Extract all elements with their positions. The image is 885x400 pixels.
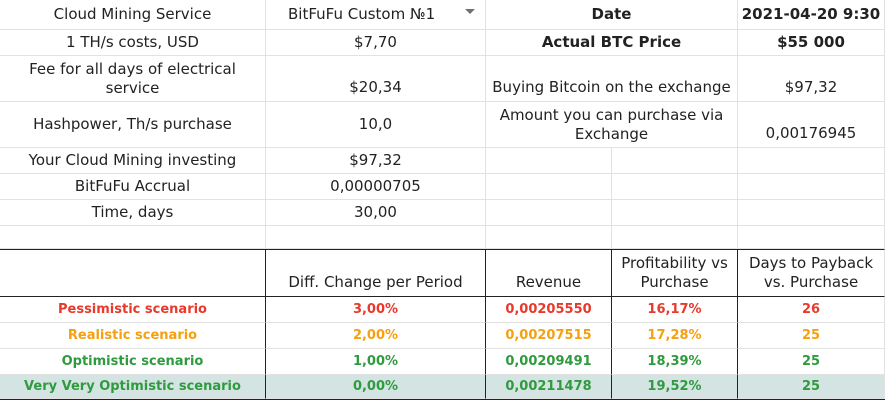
date-value-cell[interactable]: 2021-04-20 9:30 — [738, 0, 885, 30]
scenario-payback-pessimistic[interactable]: 26 — [738, 297, 885, 323]
fee-value-cell[interactable]: $20,34 — [266, 56, 486, 102]
cost-value-cell[interactable]: $7,70 — [266, 30, 486, 56]
scenario-revenue-realistic[interactable]: 0,00207515 — [486, 323, 612, 349]
service-dropdown-value: BitFuFu Custom №1 — [288, 5, 436, 23]
scenario-payback-optimistic[interactable]: 25 — [738, 349, 885, 375]
header-revenue[interactable]: Revenue — [486, 249, 612, 297]
empty-cell[interactable] — [612, 174, 738, 200]
time-value-cell[interactable]: 30,00 — [266, 200, 486, 226]
hashpower-label-cell[interactable]: Hashpower, Th/s purchase — [0, 102, 266, 148]
btc-price-value-cell[interactable]: $55 000 — [738, 30, 885, 56]
scenario-diff-realistic[interactable]: 2,00% — [266, 323, 486, 349]
accrual-value-cell[interactable]: 0,00000705 — [266, 174, 486, 200]
empty-cell[interactable] — [266, 226, 486, 249]
scenario-name-very-optimistic[interactable]: Very Very Optimistic scenario — [0, 375, 266, 399]
time-label-cell[interactable]: Time, days — [0, 200, 266, 226]
invest-label-cell[interactable]: Your Cloud Mining investing — [0, 148, 266, 174]
empty-cell[interactable] — [486, 174, 612, 200]
scenario-revenue-very-optimistic[interactable]: 0,00211478 — [486, 375, 612, 399]
date-label-cell[interactable]: Date — [486, 0, 738, 30]
amount-label-cell[interactable]: Amount you can purchase via Exchange — [486, 102, 738, 148]
scenario-diff-optimistic[interactable]: 1,00% — [266, 349, 486, 375]
scenario-profit-pessimistic[interactable]: 16,17% — [612, 297, 738, 323]
service-dropdown[interactable]: BitFuFu Custom №1 — [266, 0, 486, 30]
empty-cell[interactable] — [612, 148, 738, 174]
empty-cell[interactable] — [738, 200, 885, 226]
cost-label-cell[interactable]: 1 TH/s costs, USD — [0, 30, 266, 56]
empty-cell[interactable] — [486, 200, 612, 226]
scenario-name-optimistic[interactable]: Optimistic scenario — [0, 349, 266, 375]
scenario-diff-very-optimistic[interactable]: 0,00% — [266, 375, 486, 399]
scenario-revenue-optimistic[interactable]: 0,00209491 — [486, 349, 612, 375]
scenario-profit-very-optimistic[interactable]: 19,52% — [612, 375, 738, 399]
empty-cell[interactable] — [612, 200, 738, 226]
header-diff-change[interactable]: Diff. Change per Period — [266, 249, 486, 297]
amount-value-cell[interactable]: 0,00176945 — [738, 102, 885, 148]
scenario-revenue-pessimistic[interactable]: 0,00205550 — [486, 297, 612, 323]
scenario-payback-very-optimistic[interactable]: 25 — [738, 375, 885, 399]
empty-cell[interactable] — [738, 174, 885, 200]
hashpower-value-cell[interactable]: 10,0 — [266, 102, 486, 148]
empty-cell[interactable] — [612, 226, 738, 249]
scenario-profit-optimistic[interactable]: 18,39% — [612, 349, 738, 375]
chevron-down-icon[interactable] — [465, 9, 475, 14]
buy-value-cell[interactable]: $97,32 — [738, 56, 885, 102]
header-profitability[interactable]: Profitability vs Purchase — [612, 249, 738, 297]
empty-cell[interactable] — [738, 148, 885, 174]
service-label-cell[interactable]: Cloud Mining Service — [0, 0, 266, 30]
fee-label-cell[interactable]: Fee for all days of electrical service — [0, 56, 266, 102]
scenario-header-blank[interactable] — [0, 249, 266, 297]
scenario-name-realistic[interactable]: Realistic scenario — [0, 323, 266, 349]
buy-label-cell[interactable]: Buying Bitcoin on the exchange — [486, 56, 738, 102]
empty-cell[interactable] — [738, 226, 885, 249]
header-days-to-payback[interactable]: Days to Payback vs. Purchase — [738, 249, 885, 297]
scenario-diff-pessimistic[interactable]: 3,00% — [266, 297, 486, 323]
empty-cell[interactable] — [486, 148, 612, 174]
scenario-name-pessimistic[interactable]: Pessimistic scenario — [0, 297, 266, 323]
accrual-label-cell[interactable]: BitFuFu Accrual — [0, 174, 266, 200]
invest-value-cell[interactable]: $97,32 — [266, 148, 486, 174]
empty-cell[interactable] — [486, 226, 612, 249]
empty-cell[interactable] — [0, 226, 266, 249]
btc-price-label-cell[interactable]: Actual BTC Price — [486, 30, 738, 56]
scenario-payback-realistic[interactable]: 25 — [738, 323, 885, 349]
scenario-profit-realistic[interactable]: 17,28% — [612, 323, 738, 349]
